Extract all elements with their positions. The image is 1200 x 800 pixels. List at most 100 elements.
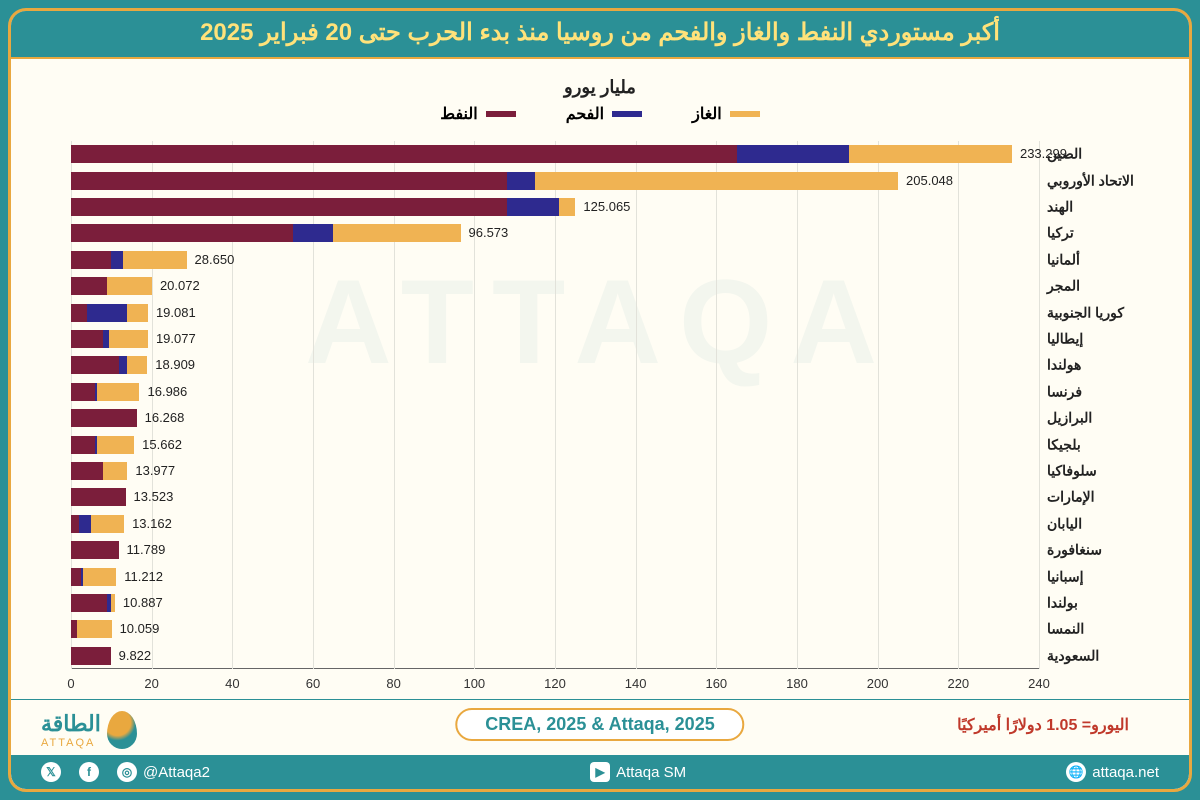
grid-line — [555, 141, 556, 669]
chart-zone: ATTAQA مليار يورو النفطالفحمالغاز 020406… — [51, 71, 1149, 699]
value-label: 13.523 — [134, 489, 174, 504]
bar-segment-oil — [71, 356, 119, 374]
category-label: إسبانيا — [1047, 568, 1084, 585]
bar-row — [71, 304, 148, 322]
bar-segment-gas — [849, 145, 1012, 163]
grid-line — [232, 141, 233, 669]
legend-item: الغاز — [692, 104, 760, 124]
bar-segment-gas — [127, 304, 147, 322]
bar-segment-oil — [71, 198, 507, 216]
value-label: 10.059 — [120, 621, 160, 636]
bar-segment-coal — [737, 145, 850, 163]
value-label: 233.299 — [1020, 146, 1067, 161]
bar-segment-oil — [71, 594, 107, 612]
legend-label: الغاز — [692, 104, 722, 124]
bar-row — [71, 594, 115, 612]
youtube-item[interactable]: ▶ Attaqa SM — [590, 762, 686, 782]
instagram-item[interactable]: ◎ @Attaqa2 — [117, 762, 210, 782]
bar-row — [71, 145, 1012, 163]
category-label: النمسا — [1047, 621, 1084, 638]
social-right: 🌐 attaqa.net — [1066, 762, 1159, 782]
bar-segment-oil — [71, 436, 95, 454]
bar-segment-oil — [71, 383, 95, 401]
bar-segment-oil — [71, 541, 119, 559]
x-tick-label: 20 — [144, 676, 158, 691]
x-tick-label: 0 — [67, 676, 74, 691]
bar-row — [71, 541, 119, 559]
bar-segment-gas — [97, 383, 139, 401]
bar-segment-oil — [71, 304, 87, 322]
grid-line — [797, 141, 798, 669]
grid-line — [474, 141, 475, 669]
category-label: المجر — [1047, 278, 1080, 295]
euro-note: اليورو= 1.05 دولارًا أميركيًا — [957, 715, 1129, 735]
bar-segment-oil — [71, 145, 737, 163]
legend-swatch — [612, 111, 642, 117]
bar-segment-gas — [123, 251, 186, 269]
chart-frame: أكبر مستوردي النفط والغاز والفحم من روسي… — [8, 8, 1192, 792]
grid-line — [636, 141, 637, 669]
x-item[interactable]: 𝕏 — [41, 762, 61, 782]
value-label: 13.977 — [135, 463, 175, 478]
x-tick-label: 140 — [625, 676, 647, 691]
page-title: أكبر مستوردي النفط والغاز والفحم من روسي… — [8, 8, 1192, 59]
bar-row — [71, 462, 127, 480]
bar-segment-coal — [79, 515, 91, 533]
footer: اليورو= 1.05 دولارًا أميركيًا CREA, 2025… — [11, 699, 1189, 789]
bar-row — [71, 198, 575, 216]
facebook-item[interactable]: f — [79, 762, 99, 782]
legend-swatch — [730, 111, 760, 117]
bar-segment-oil — [71, 172, 507, 190]
category-label: الهند — [1047, 199, 1073, 216]
category-label: سنغافورة — [1047, 542, 1102, 559]
bar-segment-oil — [71, 224, 293, 242]
category-label: الإمارات — [1047, 489, 1094, 506]
website-item[interactable]: 🌐 attaqa.net — [1066, 762, 1159, 782]
value-label: 11.789 — [127, 542, 166, 557]
bar-segment-oil — [71, 409, 137, 427]
bar-row — [71, 620, 112, 638]
bar-segment-coal — [507, 198, 559, 216]
legend-swatch — [486, 111, 516, 117]
plot-area: 020406080100120140160180200220240الصين23… — [71, 141, 1039, 669]
bar-row — [71, 488, 126, 506]
bar-segment-gas — [127, 356, 147, 374]
grid-line — [152, 141, 153, 669]
bar-segment-gas — [559, 198, 575, 216]
legend-label: النفط — [440, 104, 477, 124]
bar-row — [71, 647, 111, 665]
grid-line — [394, 141, 395, 669]
x-tick-label: 180 — [786, 676, 808, 691]
value-label: 125.065 — [583, 199, 630, 214]
x-tick-label: 220 — [947, 676, 969, 691]
bar-segment-coal — [87, 304, 127, 322]
value-label: 19.077 — [156, 331, 196, 346]
legend-label: الفحم — [566, 104, 604, 124]
category-label: الاتحاد الأوروبي — [1047, 172, 1134, 189]
bar-row — [71, 251, 187, 269]
x-tick-label: 200 — [867, 676, 889, 691]
category-label: هولندا — [1047, 357, 1081, 374]
globe-icon: 🌐 — [1066, 762, 1086, 782]
bar-row — [71, 330, 148, 348]
category-label: بلجيكا — [1047, 436, 1081, 453]
youtube-icon: ▶ — [590, 762, 610, 782]
bar-segment-gas — [107, 277, 152, 295]
value-label: 96.573 — [469, 225, 509, 240]
bar-segment-gas — [91, 515, 124, 533]
brand-text: الطاقة ATTAQA — [41, 711, 101, 749]
value-label: 20.072 — [160, 278, 200, 293]
bar-segment-oil — [71, 330, 103, 348]
drop-icon — [107, 711, 137, 749]
bar-segment-oil — [71, 488, 126, 506]
bar-row — [71, 277, 152, 295]
legend-title: مليار يورو — [51, 77, 1149, 98]
bar-row — [71, 172, 898, 190]
grid-line — [1039, 141, 1040, 669]
value-label: 16.268 — [145, 410, 185, 425]
handle-text: @Attaqa2 — [143, 764, 210, 781]
instagram-icon: ◎ — [117, 762, 137, 782]
bar-segment-gas — [111, 594, 115, 612]
bar-segment-gas — [77, 620, 112, 638]
social-left: 𝕏 f ◎ @Attaqa2 — [41, 762, 210, 782]
